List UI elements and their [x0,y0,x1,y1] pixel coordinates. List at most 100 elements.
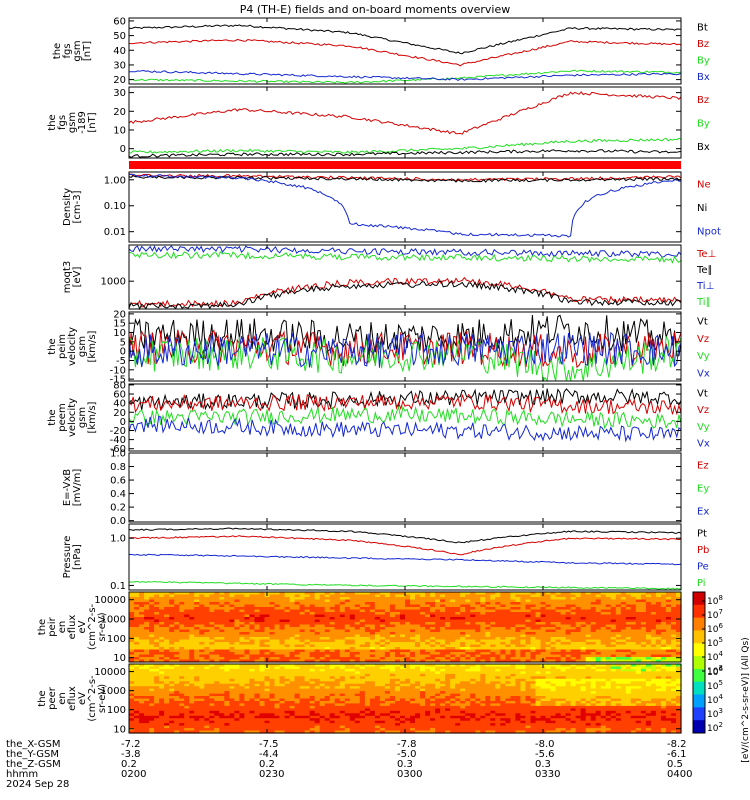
spectrogram-cell [550,619,557,623]
spectrogram-cell [580,659,587,663]
spectrogram-cell [515,602,521,606]
spectrogram-cell [610,637,617,641]
spectrogram-cell [324,594,331,598]
spectrogram-cell [299,629,306,633]
spectrogram-cell [184,668,190,672]
spectrogram-cell [254,602,261,606]
spectrogram-cell [389,604,396,608]
spectrogram-cell [194,691,200,695]
spectrogram-cell [334,691,341,695]
spectrogram-cell [234,657,240,661]
spectrogram-cell [174,668,180,672]
spectrogram-cell [329,647,336,651]
spectrogram-cell [344,639,351,643]
spectrogram-cell [630,627,637,631]
spectrogram-cell [219,705,225,709]
spectrogram-cell [194,708,200,712]
spectrogram-cell [139,673,145,677]
spectrogram-cell [179,691,185,695]
spectrogram-cell [425,652,431,656]
spectrogram-cell [354,703,361,707]
spectrogram-cell [144,696,150,700]
spectrogram-cell [194,668,200,672]
spectrogram-cell [575,634,582,638]
spectrogram-cell [154,647,160,651]
spectrogram-cell [334,720,341,724]
spectrogram-cell [595,659,602,663]
spectrogram-cell [610,607,617,611]
spectrogram-cell [384,647,391,651]
spectrogram-cell [259,617,266,621]
spectrogram-cell [465,599,471,603]
spectrogram-cell [304,652,311,656]
spectrogram-cell [425,604,431,608]
spectrogram-cell [274,708,281,712]
spectrogram-cell [249,594,255,598]
spectrogram-cell [299,634,306,638]
spectrogram-cell [129,632,135,636]
spectrogram-cell [465,632,471,636]
spectrogram-cell [314,725,321,729]
spectrogram-cell [425,624,431,628]
spectrogram-cell [134,612,140,616]
spectrogram-cell [129,612,135,616]
spectrogram-cell [269,708,276,712]
spectrogram-cell [465,592,471,596]
spectrogram-cell [239,652,245,656]
spectrogram-cell [364,624,371,628]
spectrogram-cell [229,624,235,628]
spectrogram-cell [425,683,431,687]
spectrogram-cell [389,654,396,658]
spectrogram-cell [329,705,336,709]
spectrogram-cell [179,705,185,709]
spectrogram-cell [364,627,371,631]
spectrogram-cell [129,619,135,623]
legend-entry: Bz [697,95,709,106]
spectrogram-cell [420,720,426,724]
spectrogram-cell [144,607,150,611]
spectrogram-cell [189,676,195,680]
spectrogram-cell [475,607,481,611]
spectrogram-cell [274,614,281,618]
spectrogram-cell [294,681,301,685]
spectrogram-cell [164,725,170,729]
spectrogram-cell [274,657,281,661]
spectrogram-cell [249,602,255,606]
spectrogram-cell [234,659,240,663]
spectrogram-cell [199,683,205,687]
spectrogram-cell [154,619,160,623]
spectrogram-cell [299,723,306,727]
spectrogram-cell [164,705,170,709]
spectrogram-cell [455,659,461,663]
spectrogram-cell [445,624,451,628]
spectrogram-cell [299,673,306,677]
spectrogram-cell [304,617,311,621]
spectrogram-cell [389,705,396,709]
spectrogram-cell [179,676,185,680]
spectrogram-cell [264,654,271,658]
spectrogram-cell [540,597,547,601]
spectrogram-cell [430,642,436,646]
spectrogram-cell [264,698,271,702]
spectrogram-cell [284,619,291,623]
spectrogram-cell [395,681,401,685]
spectrogram-cell [334,671,341,675]
spectrogram-cell [314,728,321,732]
spectrogram-cell [389,730,396,734]
spectrogram-cell [299,718,306,722]
spectrogram-cell [369,708,376,712]
spectrogram-cell [450,609,456,613]
spectrogram-cell [324,691,331,695]
spectrogram-cell [169,725,175,729]
spectrogram-cell [184,688,190,692]
spectrogram-cell [294,597,301,601]
spectrogram-cell [435,602,441,606]
spectrogram-cell [490,614,496,618]
y-label-line: gsm [72,40,83,61]
spectrogram-cell [224,703,230,707]
spectrogram-cell [194,627,200,631]
spectrogram-cell [635,659,642,663]
spectrogram-cell [344,619,351,623]
spectrogram-cell [645,617,652,621]
spectrogram-cell [595,617,602,621]
